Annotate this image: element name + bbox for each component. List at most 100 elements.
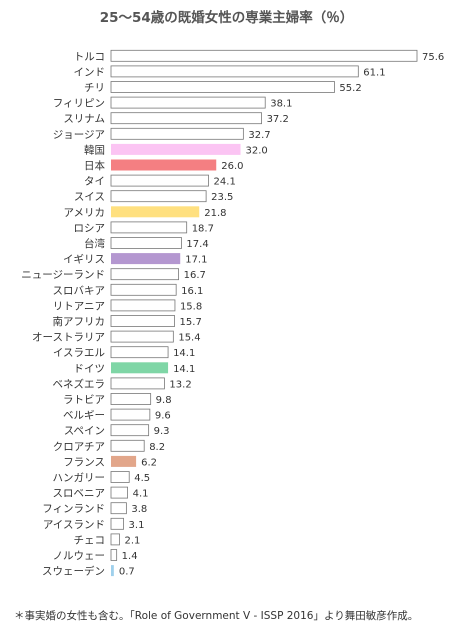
bar: [110, 81, 335, 93]
value-label: 13.2: [169, 379, 191, 390]
value-label: 3.1: [129, 520, 145, 531]
bar: [110, 174, 209, 187]
value-label: 17.4: [186, 239, 208, 250]
category-label: ジョージア: [53, 129, 105, 141]
category-label: チリ: [84, 82, 105, 94]
category-label: スリナム: [63, 113, 105, 125]
category-label: イスラエル: [53, 347, 105, 359]
bar: [110, 65, 359, 78]
category-label: クロアチア: [53, 441, 105, 453]
value-label: 16.1: [181, 286, 203, 297]
bar: [111, 253, 181, 265]
value-label: 26.0: [221, 161, 243, 172]
value-label: 4.5: [134, 473, 150, 484]
category-label: 韓国: [84, 144, 105, 156]
value-label: 18.7: [192, 223, 214, 234]
category-label: フランス: [63, 456, 105, 468]
bar: [110, 549, 118, 561]
value-label: 55.2: [339, 83, 361, 94]
footnote: ＊事実婚の女性も含む。「Role of Government V - ISSP …: [14, 610, 419, 622]
value-label: 32.0: [246, 145, 268, 156]
category-label: ハンガリー: [53, 472, 106, 484]
bar: [111, 455, 137, 467]
category-label: イギリス: [63, 254, 105, 266]
category-label: インド: [74, 66, 106, 78]
value-label: 3.8: [131, 504, 147, 515]
bar: [111, 362, 169, 374]
category-label: アイスランド: [43, 519, 105, 531]
category-label: スロベニア: [53, 488, 106, 500]
bar: [110, 96, 266, 109]
chart-title: 25～54歳の既婚女性の専業主婦率（％）: [99, 10, 354, 26]
category-label: ベルギー: [63, 410, 105, 422]
value-label: 9.3: [154, 426, 170, 437]
category-label: ロシア: [74, 222, 106, 234]
category-label: アメリカ: [64, 207, 105, 219]
value-label: 37.2: [267, 114, 289, 125]
category-label: スイス: [74, 191, 105, 203]
bar: [111, 565, 114, 577]
category-label: タイ: [84, 176, 105, 188]
bar: [111, 143, 241, 155]
category-label: フィンランド: [42, 503, 105, 515]
bar: [110, 377, 165, 390]
bar: [110, 486, 128, 499]
value-label: 23.5: [211, 192, 233, 203]
bar: [110, 408, 151, 421]
category-label: スロバキア: [53, 285, 106, 297]
category-label: 台湾: [84, 237, 105, 250]
value-label: 15.7: [180, 317, 202, 328]
bar: [110, 517, 124, 530]
category-label: ベネズエラ: [53, 377, 106, 390]
value-label: 38.1: [270, 99, 292, 110]
value-label: 15.4: [178, 333, 200, 344]
bar: [111, 206, 200, 218]
value-label: 75.6: [422, 52, 444, 63]
value-label: 17.1: [185, 255, 207, 266]
category-label: 南アフリカ: [53, 315, 106, 328]
category-label: ノルウェー: [53, 550, 106, 562]
bar: [110, 315, 175, 327]
bar: [111, 159, 217, 171]
bar: [110, 424, 150, 437]
value-label: 0.7: [119, 567, 135, 578]
bar: [110, 221, 188, 234]
bar: [110, 330, 174, 343]
bar: [110, 268, 179, 281]
bar: [110, 439, 145, 452]
value-label: 9.6: [155, 411, 171, 422]
category-label: スペイン: [64, 425, 105, 437]
bar: [110, 393, 152, 405]
bar: [110, 190, 207, 203]
category-label: リトアニア: [53, 300, 105, 312]
value-label: 9.8: [156, 395, 172, 406]
bar: [110, 283, 177, 296]
value-label: 4.1: [133, 489, 149, 500]
value-label: 32.7: [248, 130, 270, 141]
category-label: ニュージーランド: [21, 269, 105, 281]
value-label: 2.1: [125, 535, 141, 546]
value-label: 6.2: [141, 457, 157, 468]
category-label: オーストラリア: [32, 332, 105, 344]
category-label: スウェーデン: [42, 565, 105, 578]
bar: [110, 112, 262, 125]
category-label: ドイツ: [74, 363, 106, 375]
value-label: 24.1: [214, 177, 236, 188]
value-label: 1.4: [122, 551, 138, 562]
bar: [110, 502, 127, 515]
category-label: ラトビア: [63, 394, 105, 406]
category-label: フィリピン: [53, 98, 105, 110]
value-label: 61.1: [363, 67, 385, 78]
bar: [110, 127, 244, 140]
category-label: トルコ: [74, 51, 105, 63]
value-label: 14.1: [173, 348, 195, 359]
category-label: 日本: [84, 159, 105, 172]
bar: [110, 533, 120, 546]
value-label: 15.8: [180, 301, 202, 312]
bar: [110, 346, 169, 359]
bar: [110, 471, 130, 483]
bar: [110, 49, 418, 62]
category-label: チェコ: [74, 534, 106, 546]
value-label: 8.2: [149, 442, 165, 453]
